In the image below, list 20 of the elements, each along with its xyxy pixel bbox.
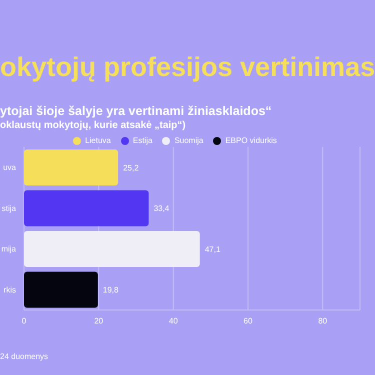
y-tick-label: uva [3,163,17,172]
y-tick-label: rkis [4,285,16,294]
legend-label: Lietuva [85,136,111,145]
y-tick-label: stija [2,204,17,213]
x-tick-label: 60 [244,316,253,326]
data-label: 47,1 [204,244,221,254]
chart-title: okytojų profesijos vertinimas [0,52,375,83]
x-tick-label: 80 [318,316,328,326]
text: 24 duomenys [0,352,48,361]
x-tick-label: 0 [22,316,27,326]
chart-subtitle: ytojai šioje šalyje yra vertinami žiniasklaidos“ oklaustų mokytojų, kurie atsakė „taip“) [0,104,272,131]
x-tick-label: 20 [94,316,104,326]
data-label: 25,2 [123,163,140,172]
data-label: 19,8 [102,286,120,295]
legend-label: Suomija [174,136,204,145]
legend-label: Estija [132,136,152,145]
y-tick-label: mija [1,244,17,254]
legend-label: EBPO vidurkis [225,136,277,145]
data-label: 33,4 [154,204,170,214]
x-tick-label: 40 [168,316,178,326]
